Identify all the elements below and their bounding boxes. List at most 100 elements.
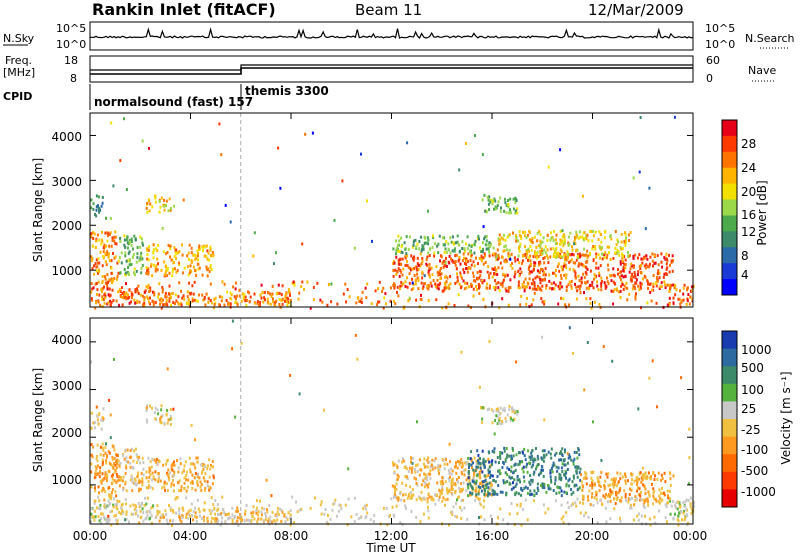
data-cell <box>508 248 511 252</box>
data-cell <box>528 277 531 281</box>
data-cell <box>629 231 632 234</box>
data-cell <box>154 470 157 474</box>
data-cell <box>537 286 540 290</box>
data-cell <box>583 276 586 280</box>
data-cell <box>418 240 421 243</box>
data-cell <box>205 255 208 259</box>
data-cell <box>567 241 570 245</box>
data-cell <box>148 290 151 293</box>
data-cell <box>501 421 504 425</box>
data-cell <box>451 513 454 516</box>
data-cell <box>197 252 199 255</box>
data-cell <box>676 507 679 511</box>
data-cell <box>472 271 474 275</box>
data-cell <box>572 491 575 495</box>
data-cell <box>344 282 347 286</box>
data-cell <box>594 490 597 494</box>
data-cell <box>212 503 215 507</box>
data-cell <box>448 286 451 290</box>
data-cell <box>499 210 502 213</box>
data-cell <box>519 504 522 508</box>
data-cell <box>108 518 111 522</box>
data-region <box>117 234 144 277</box>
data-cell <box>516 475 519 479</box>
data-cell <box>426 465 429 469</box>
data-cell <box>502 408 505 412</box>
data-cell <box>287 300 290 304</box>
data-cell <box>400 284 403 288</box>
data-cell <box>156 268 159 272</box>
data-cell <box>503 245 506 249</box>
data-cell <box>110 244 113 248</box>
data-cell <box>554 283 557 287</box>
data-cell <box>454 491 457 495</box>
data-cell <box>649 523 652 527</box>
data-cell <box>436 493 438 497</box>
data-cell <box>478 292 481 295</box>
data-cell <box>148 470 151 474</box>
data-cell <box>108 233 111 236</box>
data-cell <box>566 501 569 505</box>
data-cell <box>545 286 548 290</box>
data-cell <box>475 285 478 288</box>
data-cell <box>194 257 197 261</box>
data-cell <box>494 253 497 257</box>
data-cell <box>507 252 510 255</box>
data-cell <box>188 271 191 275</box>
data-cell <box>266 297 269 301</box>
data-cell <box>551 470 554 474</box>
data-cell <box>166 266 169 270</box>
data-cell <box>469 250 471 253</box>
data-cell <box>433 254 436 258</box>
data-cell <box>96 288 99 292</box>
data-cell <box>598 303 601 306</box>
data-cell <box>484 261 487 264</box>
data-cell <box>134 504 137 508</box>
data-cell <box>422 245 425 249</box>
data-cell <box>313 298 315 302</box>
data-cell <box>170 258 173 262</box>
data-cell <box>533 489 536 493</box>
data-cell <box>496 516 499 520</box>
data-cell <box>123 293 125 297</box>
data-cell <box>423 472 426 476</box>
data-cell <box>485 486 488 490</box>
data-cell <box>464 262 466 265</box>
data-cell <box>130 475 133 479</box>
colorbar-segment <box>722 279 737 296</box>
data-cell <box>517 285 520 289</box>
data-cell <box>553 463 556 467</box>
data-cell <box>389 299 392 303</box>
data-cell <box>458 462 461 466</box>
data-cell <box>121 291 124 295</box>
data-cell <box>596 501 599 505</box>
data-cell <box>161 286 164 289</box>
data-cell <box>554 499 557 503</box>
data-cell <box>100 418 103 422</box>
data-cell <box>536 482 539 486</box>
data-cell <box>485 235 488 239</box>
data-cell <box>552 271 554 275</box>
data-cell <box>488 276 491 280</box>
data-cell <box>647 471 650 475</box>
data-cell <box>183 266 186 270</box>
data-cell <box>191 487 194 490</box>
power-colorbar-ticks: 28 24 20 16 12 8 4 <box>741 137 756 282</box>
data-cell <box>686 297 689 301</box>
data-cell <box>447 489 450 493</box>
data-cell <box>418 458 421 462</box>
data-cell <box>125 188 128 191</box>
data-cell <box>528 480 531 484</box>
data-cell <box>360 152 362 156</box>
data-cell <box>412 240 415 244</box>
velocity-cbar-tick: 100 <box>741 383 764 397</box>
data-cell <box>663 256 666 260</box>
data-cell <box>233 295 236 299</box>
data-cell <box>643 256 646 260</box>
data-cell <box>607 263 609 267</box>
data-cell <box>434 285 437 289</box>
data-cell <box>101 275 104 278</box>
data-cell <box>472 461 474 465</box>
data-cell <box>461 259 464 263</box>
data-cell <box>534 287 537 291</box>
